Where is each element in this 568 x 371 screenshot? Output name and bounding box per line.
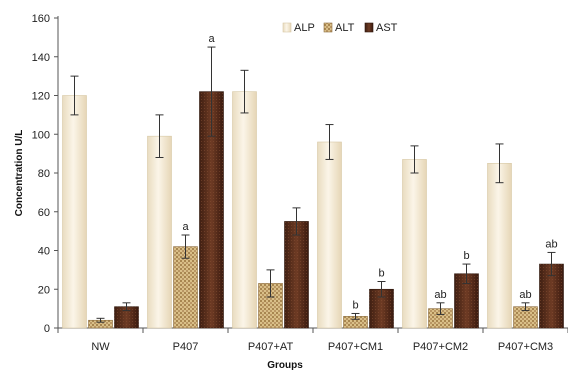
bar-alp <box>62 95 87 329</box>
y-tick-label: 0 <box>44 323 50 335</box>
x-tick-label: P407+CM1 <box>328 341 383 353</box>
significance-label: b <box>352 299 358 311</box>
x-tick-label: P407+AT <box>248 341 294 353</box>
axes: 0 20 40 60 80 100 120 140 160 NW P407 P407+AT P407+C… <box>32 13 568 353</box>
x-tick-label: P407 <box>173 341 199 353</box>
bars <box>62 91 564 329</box>
x-tick-label: P407+CM3 <box>498 341 553 353</box>
legend-swatch <box>364 22 374 33</box>
bar-texture <box>284 221 309 328</box>
y-tick-label: 160 <box>32 13 50 25</box>
legend-swatch <box>323 22 333 33</box>
bar-alt <box>173 246 198 329</box>
bar-alp <box>232 91 257 329</box>
legend-swatch <box>282 22 292 33</box>
significance-label: ab <box>434 289 446 301</box>
y-tick-label: 120 <box>32 91 50 103</box>
y-tick-label: 60 <box>38 207 50 219</box>
y-tick-label: 140 <box>32 52 50 64</box>
legend-label: AST <box>376 22 398 34</box>
significance-label: ab <box>519 289 531 301</box>
legend-label: ALT <box>335 22 355 34</box>
x-tick-label: NW <box>91 341 110 353</box>
bar-alp <box>147 135 172 329</box>
error-bars <box>70 46 556 323</box>
bar-texture <box>114 306 139 328</box>
bar-alp <box>487 163 512 329</box>
bar-alp <box>317 141 342 329</box>
x-tick-label: P407+CM2 <box>413 341 468 353</box>
x-axis-title: Groups <box>267 360 303 371</box>
significance-label: ab <box>545 238 557 250</box>
legend: ALP ALT AST <box>282 22 398 34</box>
bar-alp <box>402 159 427 329</box>
significance-label: b <box>378 268 384 280</box>
y-tick-label: 100 <box>32 129 50 141</box>
y-axis-title: Concentration U/L <box>14 130 25 217</box>
significance-label: a <box>182 221 189 233</box>
y-tick-label: 80 <box>38 168 50 180</box>
significance-label: a <box>208 33 215 45</box>
y-tick-label: 40 <box>38 246 50 258</box>
y-tick-label: 20 <box>38 284 50 296</box>
legend-label: ALP <box>294 22 315 34</box>
significance-label: b <box>463 250 469 262</box>
